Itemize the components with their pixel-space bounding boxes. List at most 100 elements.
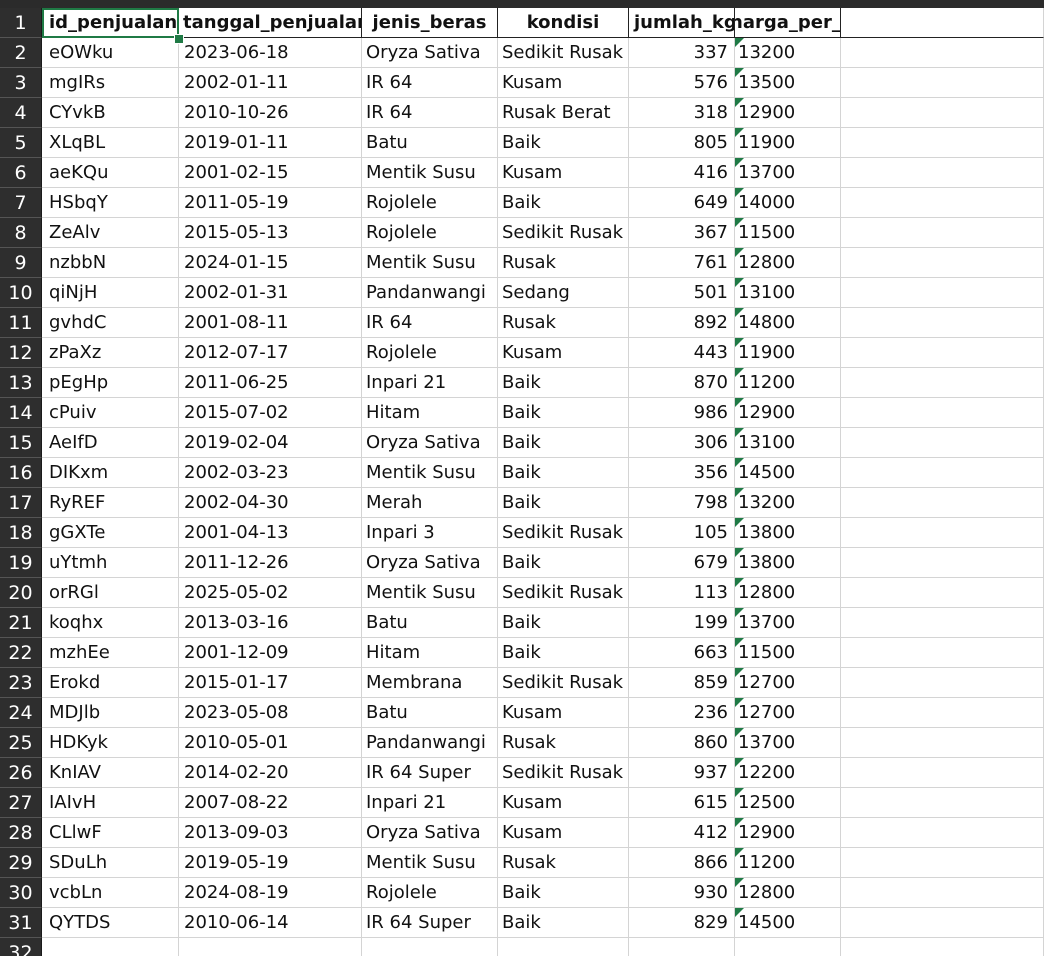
cell-kondisi[interactable]: Baik — [498, 128, 629, 158]
cell-jenis-beras[interactable]: Oryza Sativa — [362, 38, 498, 68]
cell-jenis-beras[interactable]: Pandanwangi — [362, 728, 498, 758]
cell-kondisi[interactable]: Kusam — [498, 158, 629, 188]
cell-kondisi[interactable]: Baik — [498, 548, 629, 578]
header-cell-kondisi[interactable]: kondisi — [498, 8, 629, 38]
cell-harga-per-kg[interactable]: 11200 — [735, 368, 841, 398]
cell-id-penjualan[interactable]: koqhx — [42, 608, 179, 638]
cell-harga-per-kg[interactable]: 13200 — [735, 38, 841, 68]
cell-tanggal-penjualan[interactable]: 2012-07-17 — [179, 338, 362, 368]
empty-cell[interactable] — [735, 938, 841, 956]
row-number[interactable]: 15 — [0, 428, 42, 458]
row-number[interactable]: 8 — [0, 218, 42, 248]
cell-jenis-beras[interactable]: Mentik Susu — [362, 458, 498, 488]
empty-cell[interactable] — [841, 128, 1044, 158]
row-number[interactable]: 11 — [0, 308, 42, 338]
cell-jumlah-kg[interactable]: 859 — [629, 668, 735, 698]
empty-cell[interactable] — [629, 938, 735, 956]
cell-jumlah-kg[interactable]: 416 — [629, 158, 735, 188]
cell-id-penjualan[interactable]: AeIfD — [42, 428, 179, 458]
cell-jumlah-kg[interactable]: 356 — [629, 458, 735, 488]
row-number[interactable]: 6 — [0, 158, 42, 188]
cell-id-penjualan[interactable]: MDJlb — [42, 698, 179, 728]
cell-jenis-beras[interactable]: Rojolele — [362, 878, 498, 908]
empty-cell[interactable] — [841, 8, 1044, 38]
row-number[interactable]: 17 — [0, 488, 42, 518]
empty-cell[interactable] — [841, 98, 1044, 128]
cell-id-penjualan[interactable]: cPuiv — [42, 398, 179, 428]
empty-cell[interactable] — [841, 488, 1044, 518]
cell-harga-per-kg[interactable]: 12900 — [735, 818, 841, 848]
empty-cell[interactable] — [841, 68, 1044, 98]
cell-jenis-beras[interactable]: Merah — [362, 488, 498, 518]
cell-id-penjualan[interactable]: eOWku — [42, 38, 179, 68]
cell-id-penjualan[interactable]: SDuLh — [42, 848, 179, 878]
cell-id-penjualan[interactable]: qiNjH — [42, 278, 179, 308]
cell-id-penjualan[interactable]: DIKxm — [42, 458, 179, 488]
cell-id-penjualan[interactable]: nzbbN — [42, 248, 179, 278]
cell-jenis-beras[interactable]: Hitam — [362, 398, 498, 428]
cell-harga-per-kg[interactable]: 12500 — [735, 788, 841, 818]
row-number[interactable]: 9 — [0, 248, 42, 278]
cell-id-penjualan[interactable]: QYTDS — [42, 908, 179, 938]
row-number[interactable]: 22 — [0, 638, 42, 668]
row-number[interactable]: 18 — [0, 518, 42, 548]
row-number[interactable]: 23 — [0, 668, 42, 698]
cell-kondisi[interactable]: Baik — [498, 608, 629, 638]
row-number[interactable]: 19 — [0, 548, 42, 578]
cell-jenis-beras[interactable]: Mentik Susu — [362, 848, 498, 878]
cell-harga-per-kg[interactable]: 13100 — [735, 428, 841, 458]
row-number[interactable]: 27 — [0, 788, 42, 818]
empty-cell[interactable] — [498, 938, 629, 956]
cell-tanggal-penjualan[interactable]: 2025-05-02 — [179, 578, 362, 608]
cell-kondisi[interactable]: Baik — [498, 398, 629, 428]
cell-kondisi[interactable]: Sedikit Rusak — [498, 668, 629, 698]
cell-tanggal-penjualan[interactable]: 2001-12-09 — [179, 638, 362, 668]
cell-harga-per-kg[interactable]: 11900 — [735, 128, 841, 158]
cell-jenis-beras[interactable]: Mentik Susu — [362, 158, 498, 188]
cell-id-penjualan[interactable]: uYtmh — [42, 548, 179, 578]
cell-kondisi[interactable]: Sedikit Rusak — [498, 518, 629, 548]
cell-jumlah-kg[interactable]: 412 — [629, 818, 735, 848]
cell-harga-per-kg[interactable]: 12200 — [735, 758, 841, 788]
cell-kondisi[interactable]: Sedikit Rusak — [498, 758, 629, 788]
cell-id-penjualan[interactable]: orRGl — [42, 578, 179, 608]
empty-cell[interactable] — [42, 938, 179, 956]
fill-handle[interactable] — [174, 34, 184, 44]
cell-jenis-beras[interactable]: Rojolele — [362, 188, 498, 218]
cell-id-penjualan[interactable]: mzhEe — [42, 638, 179, 668]
cell-harga-per-kg[interactable]: 11900 — [735, 338, 841, 368]
cell-kondisi[interactable]: Kusam — [498, 818, 629, 848]
row-number[interactable]: 3 — [0, 68, 42, 98]
row-number[interactable]: 13 — [0, 368, 42, 398]
cell-kondisi[interactable]: Sedikit Rusak — [498, 38, 629, 68]
row-number[interactable]: 26 — [0, 758, 42, 788]
cell-tanggal-penjualan[interactable]: 2023-06-18 — [179, 38, 362, 68]
cell-jenis-beras[interactable]: Hitam — [362, 638, 498, 668]
cell-jumlah-kg[interactable]: 105 — [629, 518, 735, 548]
row-number[interactable]: 31 — [0, 908, 42, 938]
cell-kondisi[interactable]: Rusak — [498, 248, 629, 278]
cell-jumlah-kg[interactable]: 866 — [629, 848, 735, 878]
cell-harga-per-kg[interactable]: 13200 — [735, 488, 841, 518]
empty-cell[interactable] — [841, 938, 1044, 956]
cell-kondisi[interactable]: Baik — [498, 368, 629, 398]
cell-tanggal-penjualan[interactable]: 2002-01-31 — [179, 278, 362, 308]
cell-id-penjualan[interactable]: HDKyk — [42, 728, 179, 758]
row-number[interactable]: 5 — [0, 128, 42, 158]
row-number[interactable]: 14 — [0, 398, 42, 428]
row-number[interactable]: 16 — [0, 458, 42, 488]
cell-tanggal-penjualan[interactable]: 2019-01-11 — [179, 128, 362, 158]
cell-kondisi[interactable]: Kusam — [498, 788, 629, 818]
cell-jumlah-kg[interactable]: 318 — [629, 98, 735, 128]
cell-kondisi[interactable]: Rusak — [498, 848, 629, 878]
cell-jumlah-kg[interactable]: 576 — [629, 68, 735, 98]
cell-jumlah-kg[interactable]: 798 — [629, 488, 735, 518]
row-number[interactable]: 2 — [0, 38, 42, 68]
cell-jumlah-kg[interactable]: 829 — [629, 908, 735, 938]
cell-id-penjualan[interactable]: vcbLn — [42, 878, 179, 908]
cell-kondisi[interactable]: Baik — [498, 908, 629, 938]
cell-jenis-beras[interactable]: Oryza Sativa — [362, 548, 498, 578]
row-number[interactable]: 28 — [0, 818, 42, 848]
cell-tanggal-penjualan[interactable]: 2002-01-11 — [179, 68, 362, 98]
cell-jumlah-kg[interactable]: 761 — [629, 248, 735, 278]
